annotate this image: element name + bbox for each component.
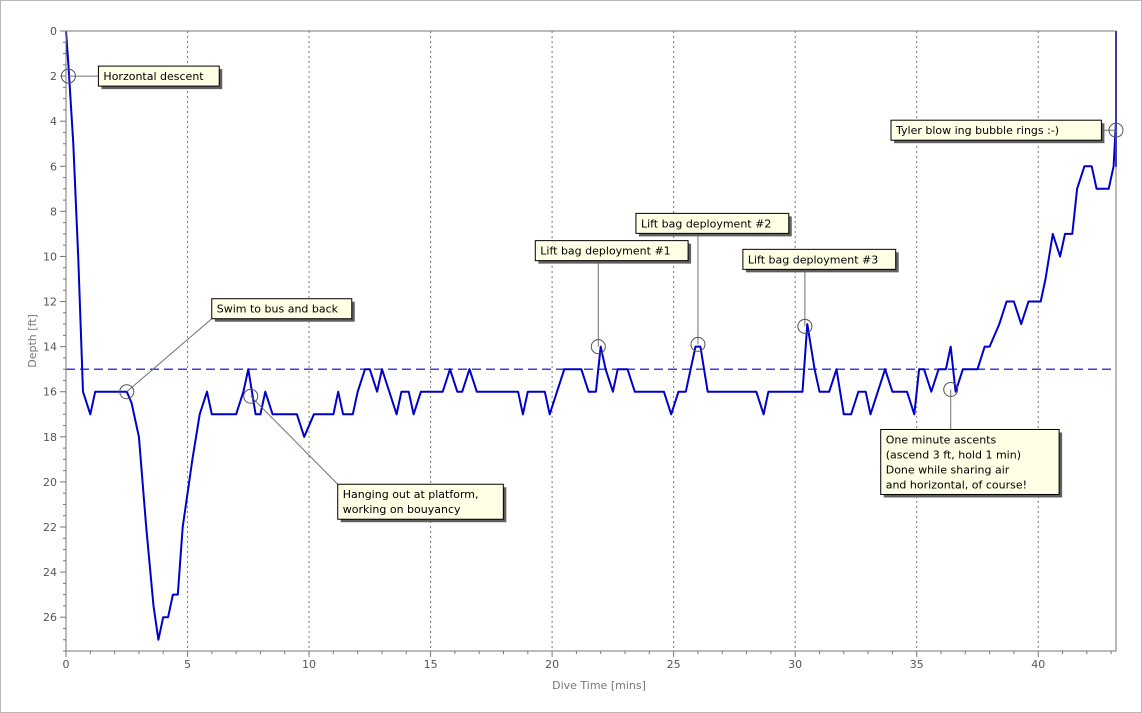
x-tick-label: 5 (184, 658, 191, 671)
series-layer (65, 30, 1117, 641)
annotation-marker (690, 336, 706, 352)
y-tick-label: 4 (50, 115, 57, 128)
annotation-box (890, 119, 1102, 141)
y-tick-label: 20 (43, 476, 57, 489)
annotation-box (534, 240, 689, 262)
annotation: Lift bag deployment #2 (635, 212, 792, 352)
annotation: Lift bag deployment #1 (534, 240, 692, 355)
annotation-box (211, 298, 353, 320)
annotations: Horzontal descent Swim to bus and back Han… (60, 65, 1124, 523)
annotation-box (337, 483, 504, 520)
annotation-marker (60, 68, 76, 84)
plot-border (65, 30, 1117, 652)
grid (187, 31, 1039, 651)
x-tick-label: 0 (63, 658, 70, 671)
annotation-text: Horzontal descent (103, 70, 204, 83)
y-tick-label: 10 (43, 250, 57, 263)
annotation-box (742, 248, 897, 270)
annotation-text: Lift bag deployment #3 (748, 253, 878, 266)
x-tick-label: 25 (667, 658, 681, 671)
annotation-text: working on bouyancy (343, 503, 461, 516)
annotation-text: (ascend 3 ft, hold 1 min) (886, 448, 1021, 461)
x-tick-label: 10 (302, 658, 316, 671)
annotation-text: Lift bag deployment #1 (540, 245, 670, 258)
annotation: Swim to bus and back (119, 298, 355, 400)
annotation: Lift bag deployment #3 (742, 248, 899, 334)
annotation: Horzontal descent (60, 65, 223, 90)
annotation: Hanging out at platform, working on bouya… (243, 388, 507, 523)
y-tick-label: 2 (50, 70, 57, 83)
annotation-marker (590, 339, 606, 355)
y-tick-label: 6 (50, 160, 57, 173)
annotation-marker (797, 318, 813, 334)
annotation-text: Done while sharing air (886, 463, 1010, 476)
annotation: One minute ascents (ascend 3 ft, hold 1 m… (880, 381, 1063, 498)
x-tick-label: 30 (788, 658, 802, 671)
annotation-text: Tyler blow ing bubble rings :-) (895, 124, 1059, 137)
annotation-marker (1108, 122, 1124, 138)
depth-series-line (65, 30, 1117, 641)
annotation-leader (126, 318, 213, 393)
annotation-leader (250, 395, 339, 485)
y-tick-label: 16 (43, 386, 57, 399)
y-axis-title: Depth [ft] (26, 314, 39, 368)
x-tick-label: 15 (424, 658, 438, 671)
y-tick-label: 8 (50, 205, 57, 218)
annotation-marker (119, 384, 135, 400)
x-tick-label: 20 (545, 658, 559, 671)
annotation-marker (943, 381, 959, 397)
annotation-text: Hanging out at platform, (343, 488, 479, 501)
y-tick-label: 24 (43, 566, 57, 579)
annotation-box (635, 212, 790, 234)
x-axis-title: Dive Time [mins] (552, 679, 646, 692)
annotation-text: Swim to bus and back (217, 303, 339, 316)
x-tick-label: 35 (910, 658, 924, 671)
annotation-box (97, 65, 220, 87)
x-tick-label: 40 (1031, 658, 1045, 671)
annotation-marker (243, 388, 259, 404)
y-tick-label: 0 (50, 25, 57, 38)
y-tick-label: 22 (43, 521, 57, 534)
y-tick-label: 18 (43, 431, 57, 444)
y-tick-label: 12 (43, 296, 57, 309)
y-tick-label: 14 (43, 341, 57, 354)
y-tick-label: 26 (43, 611, 57, 624)
annotation-box (880, 428, 1060, 495)
annotation-text: One minute ascents (886, 433, 997, 446)
annotation-text: and horizontal, of course! (886, 478, 1027, 491)
annotation-text: Lift bag deployment #2 (641, 217, 771, 230)
annotation: Tyler blow ing bubble rings :-) (890, 119, 1124, 144)
